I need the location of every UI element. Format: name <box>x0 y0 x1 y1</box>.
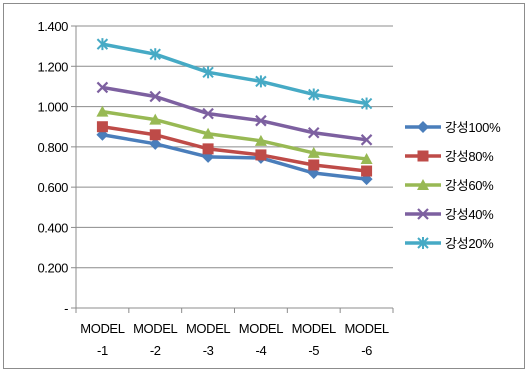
data-point <box>360 152 373 164</box>
axes <box>71 25 394 313</box>
x-tick-label: MODEL -5 <box>292 321 336 358</box>
y-tick-label: 0.200 <box>37 261 68 276</box>
marker-stroke <box>307 126 320 139</box>
legend-marker <box>417 121 429 133</box>
data-point <box>308 88 320 101</box>
data-point <box>202 127 215 139</box>
marker-stroke <box>149 90 162 103</box>
data-point <box>202 107 214 120</box>
series-강성60pct <box>96 105 373 164</box>
legend-marker <box>417 179 429 190</box>
data-point <box>96 121 108 133</box>
legend: 강성100% 강성80% 강성60% 강성40% 강성20% <box>405 120 501 251</box>
data-point <box>202 66 214 79</box>
legend-label: 강성20% <box>445 236 494 251</box>
y-tick-label: 0.800 <box>37 140 68 155</box>
data-point <box>96 81 109 94</box>
data-point <box>308 159 320 171</box>
series-line <box>102 42 367 106</box>
legend-item-강성80pct: 강성80% <box>405 149 494 164</box>
legend-label: 강성40% <box>445 207 494 222</box>
y-tick-label: 1.200 <box>37 59 68 74</box>
marker-stroke <box>96 81 109 94</box>
data-point <box>360 97 373 110</box>
legend-item-강성20pct: 강성20% <box>405 236 494 251</box>
data-point <box>96 38 109 51</box>
series-line <box>102 85 367 142</box>
x-tick-label: MODEL -4 <box>239 321 283 358</box>
series-line <box>102 133 367 181</box>
data-point <box>361 165 373 177</box>
data-point <box>149 137 162 150</box>
legend-marker <box>417 237 429 249</box>
data-point <box>202 143 214 155</box>
series-group <box>96 38 373 186</box>
x-tick-label: MODEL -3 <box>186 321 230 358</box>
data-point <box>360 134 373 146</box>
data-point <box>149 129 161 141</box>
marker-stroke <box>417 208 429 220</box>
data-point <box>255 75 267 88</box>
legend-label: 강성80% <box>445 149 494 164</box>
data-point <box>255 149 267 161</box>
x-tick-label: MODEL -1 <box>80 321 124 358</box>
marker-stroke <box>255 114 267 127</box>
y-tick-label: 0.400 <box>37 220 68 235</box>
data-point <box>149 113 162 125</box>
data-point <box>255 114 267 127</box>
gridlines <box>76 25 393 269</box>
y-tick-label: 1.400 <box>37 19 68 34</box>
data-point <box>254 134 267 146</box>
data-point <box>307 126 320 139</box>
data-point <box>307 146 320 158</box>
series-강성20pct <box>96 38 373 110</box>
legend-marker <box>417 150 429 162</box>
x-tick-label: MODEL -6 <box>344 321 388 358</box>
legend-item-강성100pct: 강성100% <box>405 120 501 135</box>
legend-marker <box>417 208 429 220</box>
legend-item-강성60pct: 강성60% <box>405 178 494 193</box>
data-point <box>149 48 161 61</box>
data-point <box>149 90 162 103</box>
legend-label: 강성100% <box>445 120 501 135</box>
legend-label: 강성60% <box>445 178 494 193</box>
series-line <box>102 124 367 173</box>
y-tick-label: 1.000 <box>37 100 68 115</box>
marker-stroke <box>360 134 373 146</box>
y-tick-labels: - 0.200 0.400 0.600 0.800 1.000 1.200 1.400 <box>37 19 68 316</box>
series-강성80pct <box>96 121 373 177</box>
legend-item-강성40pct: 강성40% <box>405 207 494 222</box>
marker-stroke <box>202 107 214 120</box>
y-tick-label: - <box>64 301 68 316</box>
y-tick-label: 0.600 <box>37 180 68 195</box>
series-강성40pct <box>96 81 373 146</box>
series-line <box>102 109 367 161</box>
x-tick-label: MODEL -2 <box>133 321 177 358</box>
data-point <box>96 105 109 117</box>
